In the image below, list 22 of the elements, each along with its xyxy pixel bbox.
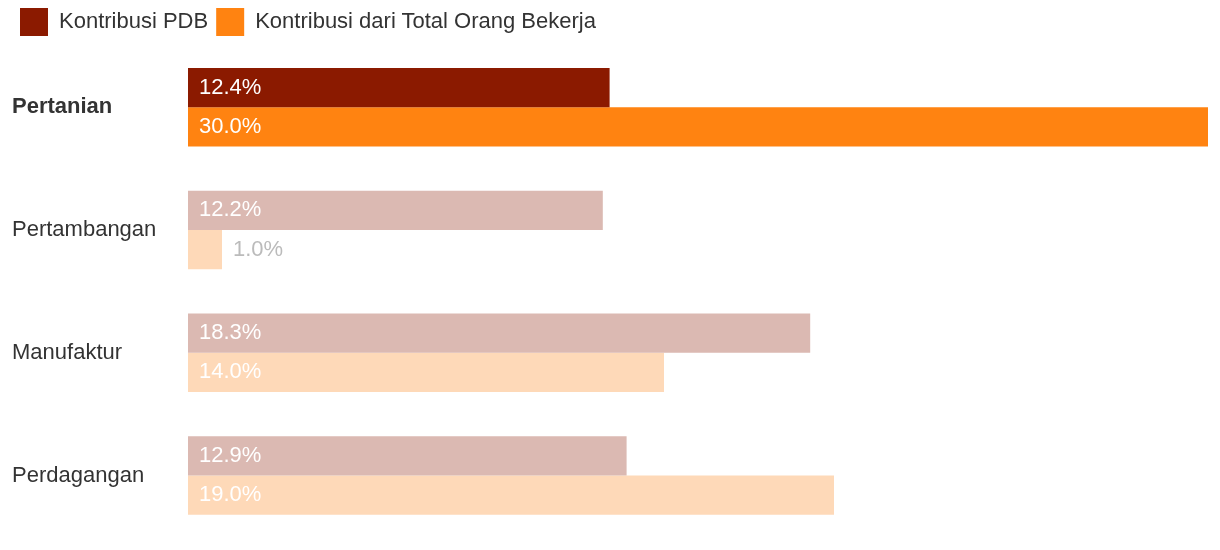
bar bbox=[188, 436, 627, 476]
data-label: 12.9% bbox=[199, 441, 262, 467]
data-label: 12.4% bbox=[199, 73, 262, 99]
bar bbox=[188, 190, 603, 231]
bar bbox=[188, 475, 834, 515]
y-tick-label: Pertanian bbox=[12, 93, 113, 119]
y-tick-label: Perdagangan bbox=[12, 461, 145, 487]
bar bbox=[188, 230, 222, 270]
data-label: 12.2% bbox=[199, 196, 262, 222]
y-tick-label: Manufaktur bbox=[12, 338, 123, 364]
bar bbox=[188, 313, 811, 353]
legend-label: Kontribusi PDB bbox=[59, 8, 209, 34]
legend-label: Kontribusi dari Total Orang Bekerja bbox=[255, 8, 597, 34]
y-tick-label: Pertambangan bbox=[12, 216, 157, 242]
bar bbox=[188, 107, 1208, 147]
data-label: 18.3% bbox=[199, 319, 262, 345]
bar bbox=[188, 352, 664, 393]
data-label: 1.0% bbox=[233, 235, 284, 261]
bar bbox=[188, 68, 610, 108]
data-label: 14.0% bbox=[199, 358, 262, 384]
data-label: 30.0% bbox=[199, 113, 262, 139]
data-label: 19.0% bbox=[199, 481, 262, 507]
